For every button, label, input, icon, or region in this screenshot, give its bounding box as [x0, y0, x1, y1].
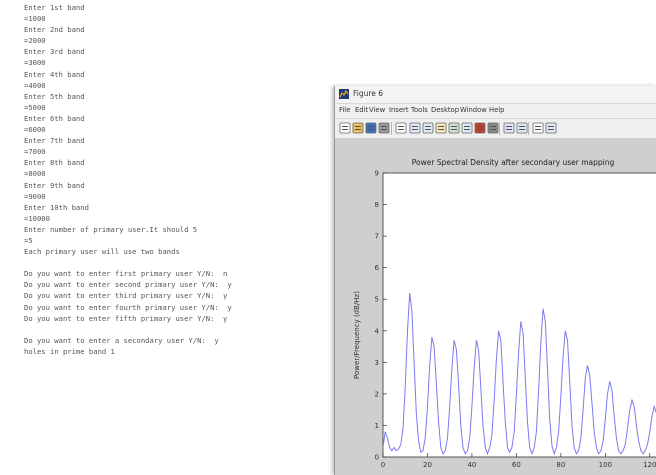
console-line: =8000 [24, 169, 46, 179]
menu-window[interactable]: Window [460, 106, 487, 114]
pan-icon[interactable] [435, 122, 447, 134]
console-line: =10000 [24, 213, 50, 223]
console-output: Enter 1st band =1000 Enter 2nd band =2000 En… [24, 2, 232, 357]
brush-icon[interactable] [474, 122, 486, 134]
legend-icon[interactable] [516, 122, 528, 134]
console-line: Each primary user will use two bands [24, 247, 180, 257]
figure-canvas[interactable]: Power Spectral Density after secondary u… [335, 139, 656, 475]
console-line: Enter 8th band [24, 158, 85, 168]
open-folder-icon[interactable] [352, 122, 364, 134]
console-line: Enter 6th band [24, 113, 85, 123]
y-tick-label: 5 [375, 296, 379, 304]
console-line [24, 324, 232, 335]
psd-plot[interactable]: Power Spectral Density after secondary u… [335, 139, 656, 475]
console-line: =9000 [24, 191, 46, 201]
menu-edit[interactable]: Edit [355, 106, 369, 114]
console-line: Enter 2nd band [24, 25, 85, 35]
y-tick-label: 1 [375, 422, 379, 430]
axes-background [382, 172, 656, 458]
x-tick-label: 100 [599, 461, 612, 469]
link-icon[interactable] [487, 122, 499, 134]
y-tick-label: 3 [375, 359, 379, 367]
console-line: =3000 [24, 58, 46, 68]
x-tick-label: 0 [381, 461, 385, 469]
y-tick-label: 4 [375, 327, 380, 335]
console-line [24, 257, 232, 268]
console-line: =2000 [24, 36, 46, 46]
y-tick-label: 9 [375, 170, 379, 178]
toolbar-separator [528, 122, 529, 135]
colorbar-icon[interactable] [503, 122, 515, 134]
zoom-out-icon[interactable] [422, 122, 434, 134]
new-file-icon[interactable] [339, 122, 351, 134]
console-line: Do you want to enter second primary user… [24, 280, 232, 290]
console-line: Enter 10th band [24, 202, 89, 212]
zoom-in-icon[interactable] [409, 122, 421, 134]
x-tick-label: 40 [467, 461, 476, 469]
data-cursor-icon[interactable] [461, 122, 473, 134]
console-line: Enter 4th band [24, 69, 85, 79]
console-line: =1000 [24, 14, 46, 24]
console-line: Do you want to enter fifth primary user … [24, 313, 228, 323]
x-tick-label: 120 [643, 461, 656, 469]
console-line: Enter 3rd band [24, 47, 85, 57]
psd-series-line [382, 292, 656, 456]
y-tick-label: 6 [375, 264, 380, 272]
menu-help[interactable]: Help [489, 106, 505, 114]
x-tick-label: 80 [556, 461, 565, 469]
console-line: Enter number of primary user.It should 5 [24, 224, 198, 234]
y-tick-label: 8 [375, 201, 379, 209]
y-tick-label: 0 [375, 454, 379, 462]
console-line: Do you want to enter third primary user … [24, 291, 228, 301]
console-line: =4000 [24, 80, 46, 90]
console-line: Do you want to enter a secondary user Y/… [24, 335, 219, 345]
toolbar-separator [391, 122, 392, 135]
chart-title: Power Spectral Density after secondary u… [412, 158, 615, 167]
console-line: Do you want to enter first primary user … [24, 269, 228, 279]
console-line: Enter 7th band [24, 136, 85, 146]
console-line: Enter 9th band [24, 180, 85, 190]
matlab-figure-icon [339, 89, 349, 99]
toolbar-separator [499, 122, 500, 135]
console-line: =5 [24, 235, 33, 245]
y-tick-label: 2 [375, 390, 379, 398]
y-tick-label: 7 [375, 233, 379, 241]
menu-insert[interactable]: Insert [389, 106, 409, 114]
plot-tools-icon[interactable] [545, 122, 557, 134]
console-line: Enter 1st band [24, 3, 85, 12]
figure-titlebar[interactable]: Figure 6 [335, 86, 656, 104]
console-line: =5000 [24, 102, 46, 112]
figure-title: Figure 6 [353, 89, 384, 98]
menu-view[interactable]: View [369, 106, 386, 114]
console-line: Do you want to enter fourth primary user… [24, 302, 232, 312]
x-tick-label: 20 [423, 461, 432, 469]
save-icon[interactable] [365, 122, 377, 134]
console-line: =7000 [24, 147, 46, 157]
figure-window[interactable]: Figure 6 File Edit View Insert Tools Desktop W… [334, 86, 656, 475]
print-icon[interactable] [378, 122, 390, 134]
console-line: =6000 [24, 125, 46, 135]
menu-file[interactable]: File [339, 106, 351, 114]
menu-tools[interactable]: Tools [411, 106, 428, 114]
pointer-icon[interactable] [395, 122, 407, 134]
y-axis-label: Power/Frequency (dB/Hz) [353, 291, 361, 379]
grid-icon[interactable] [532, 122, 544, 134]
console-line: holes in prime band 1 [24, 346, 115, 356]
x-tick-label: 60 [512, 461, 521, 469]
rotate-icon[interactable] [448, 122, 460, 134]
menu-desktop[interactable]: Desktop [431, 106, 460, 114]
figure-menubar: File Edit View Insert Tools Desktop Window Help [335, 104, 656, 119]
console-line: Enter 5th band [24, 91, 85, 101]
figure-toolbar [335, 119, 656, 139]
